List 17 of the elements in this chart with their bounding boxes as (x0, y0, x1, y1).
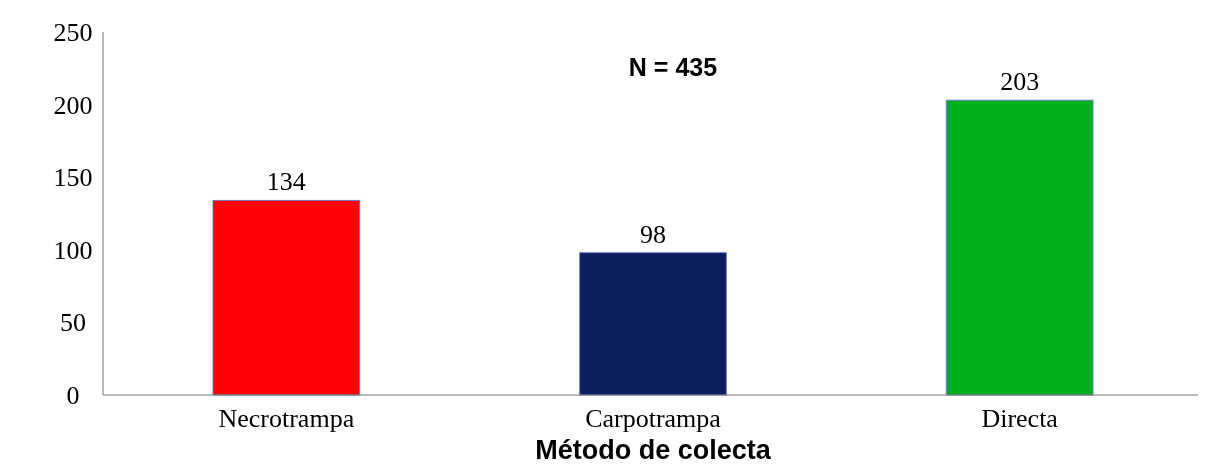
data-label: 203 (1000, 67, 1040, 97)
data-label: 98 (640, 219, 666, 249)
x-tick-label: Carpotrampa (585, 404, 722, 433)
bar (945, 99, 1094, 396)
x-tick-label: Directa (981, 404, 1059, 433)
bar (579, 252, 727, 396)
y-tick-label: 100 (53, 235, 93, 265)
x-tick-label: Necrotrampa (218, 404, 355, 433)
y-tick-label: 0 (66, 381, 80, 410)
y-tick-label: 150 (53, 163, 93, 193)
y-tick-label: 250 (53, 18, 93, 47)
bar (212, 199, 361, 396)
data-label: 134 (266, 167, 306, 197)
text: N = 435 (628, 53, 718, 81)
x-axis-title: Método de colecta (535, 435, 772, 465)
y-tick-label: 200 (53, 90, 93, 120)
y-tick-label: 50 (60, 308, 86, 338)
